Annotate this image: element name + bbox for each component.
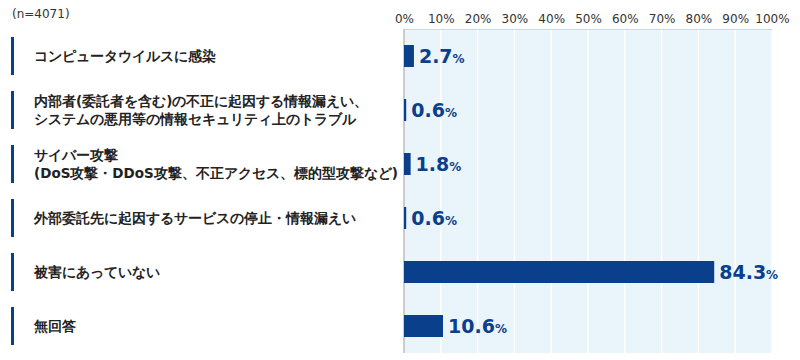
category-label: 被害にあっていない [33, 264, 160, 280]
grid-line [698, 29, 700, 353]
grid-line [514, 29, 516, 353]
category-labels: コンピュータウイルスに感染内部者(委託者を含む)の不正に起因する情報漏えい、シス… [11, 37, 398, 345]
tick: 60% [612, 12, 639, 29]
grid-line [771, 29, 773, 353]
tick: 80% [686, 12, 713, 29]
category-accent [11, 253, 14, 291]
grid-line [587, 29, 589, 353]
category-label: コンピュータウイルスに感染 [34, 48, 216, 64]
data-label: 84.3% [719, 261, 778, 283]
tick-label: 0% [395, 12, 414, 26]
grid [404, 29, 772, 353]
tick-label: 30% [502, 12, 529, 26]
bar [404, 45, 414, 67]
bar [404, 207, 406, 229]
data-label: 0.6% [411, 99, 457, 121]
tick: 40% [538, 12, 565, 29]
tick: 90% [722, 12, 749, 29]
tick: 70% [649, 12, 676, 29]
grid-line [734, 29, 736, 353]
tick: 10% [428, 12, 455, 29]
tick: 0% [395, 12, 414, 29]
tick-label: 50% [575, 12, 602, 26]
tick-label: 10% [428, 12, 455, 26]
axis-line [405, 29, 773, 30]
bar [404, 153, 411, 175]
tick: 50% [575, 12, 602, 29]
bars [404, 45, 714, 337]
category-label: 無回答 [33, 318, 76, 334]
category-label: サイバー攻撃(DoS攻撃・DDoS攻撃、不正アクセス、標的型攻撃など) [34, 147, 398, 181]
plot-background [404, 29, 772, 353]
tick: 20% [465, 12, 492, 29]
category-accent [11, 307, 14, 345]
data-label: 0.6% [411, 207, 457, 229]
category-accent [11, 145, 14, 183]
grid-line [477, 29, 479, 353]
tick: 30% [502, 12, 529, 29]
category-accent [11, 37, 14, 75]
bar [404, 261, 714, 283]
tick-label: 40% [538, 12, 565, 26]
bar [404, 315, 443, 337]
tick-label: 20% [465, 12, 492, 26]
grid-line [550, 29, 552, 353]
grid-line [624, 29, 626, 353]
category-label: 内部者(委託者を含む)の不正に起因する情報漏えい、システムの悪用等の情報セキュリ… [34, 93, 368, 127]
tick: 100% [755, 12, 789, 29]
grid-line [440, 29, 442, 353]
subtitle: (n=4071) [12, 7, 70, 21]
tick-label: 70% [649, 12, 676, 26]
x-axis: 0% 10% 20% 30% 40% 50% 60% 70% 80% 90% 100% [395, 12, 790, 30]
data-label: 1.8% [416, 153, 462, 175]
data-labels: 2.7% 0.6% 1.8% 0.6% 84.3% 10.6% [411, 45, 778, 337]
data-label: 10.6% [448, 315, 507, 337]
category-label: 外部委託先に起因するサービスの停止・情報漏えい [33, 210, 356, 226]
data-label: 2.7% [419, 45, 465, 67]
baseline [404, 29, 405, 353]
bar [404, 99, 406, 121]
tick-label: 90% [722, 12, 749, 26]
tick-label: 80% [686, 12, 713, 26]
grid-line [661, 29, 663, 353]
tick-label: 100% [755, 12, 789, 26]
category-accent [11, 91, 14, 129]
chart: 0% 10% 20% 30% 40% 50% 60% 70% 80% 90% 100% (n=4071… [0, 0, 800, 360]
tick-label: 60% [612, 12, 639, 26]
grid-line [403, 29, 405, 353]
category-accent [11, 199, 14, 237]
